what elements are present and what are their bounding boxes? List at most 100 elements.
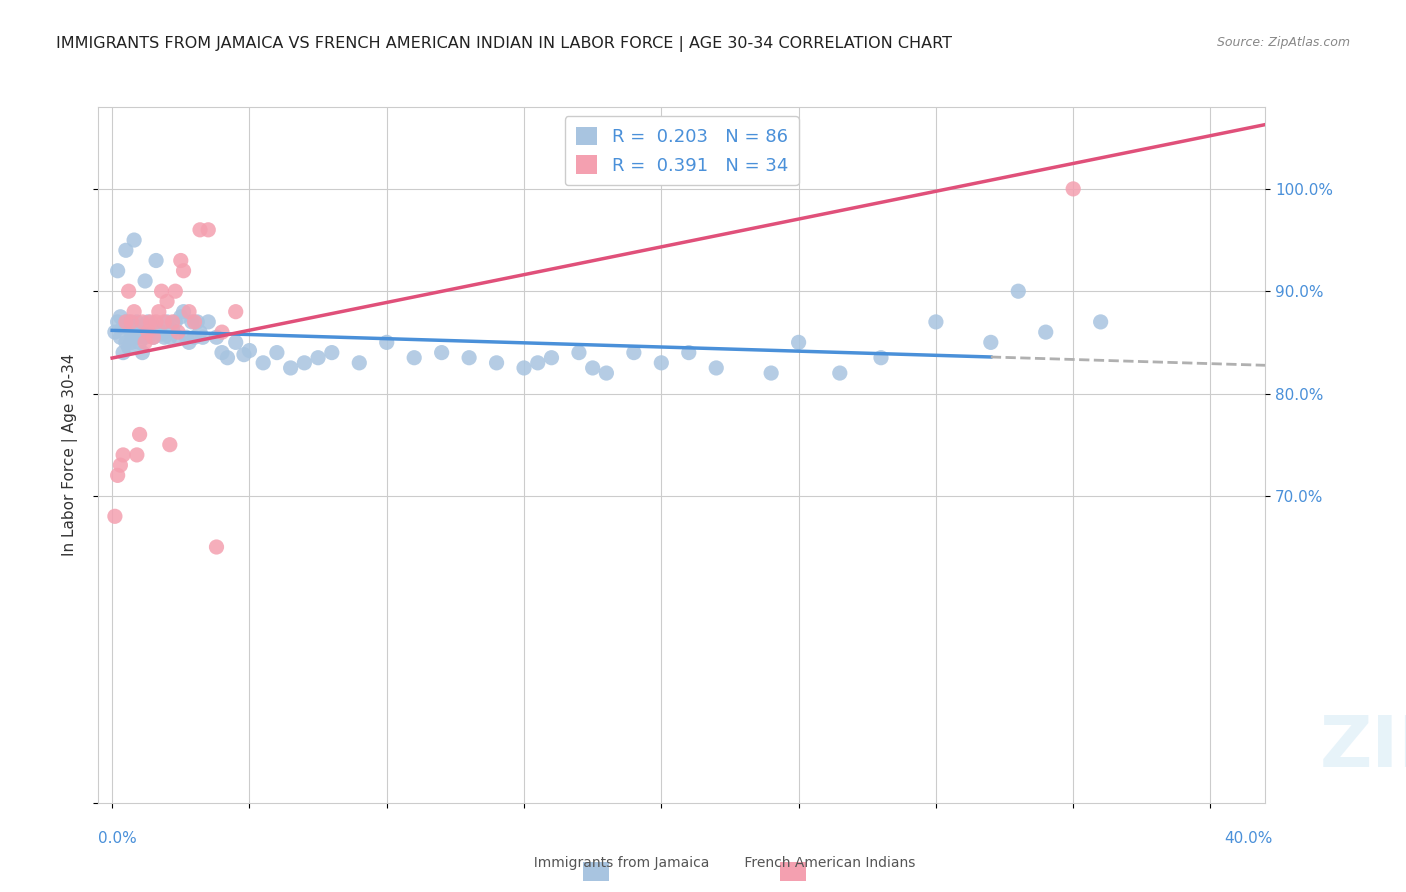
French American Indians [145, 315, 167, 329]
Text: ZIPatlas: ZIPatlas [1320, 714, 1406, 782]
Immigrants from Jamaica [134, 274, 156, 288]
Immigrants from Jamaica [177, 335, 200, 350]
Immigrants from Jamaica [104, 325, 127, 339]
French American Indians [139, 315, 162, 329]
Immigrants from Jamaica [115, 315, 138, 329]
French American Indians [148, 304, 170, 318]
Immigrants from Jamaica [167, 330, 190, 344]
French American Indians [134, 335, 156, 350]
French American Indians [225, 304, 247, 318]
French American Indians [1062, 182, 1084, 196]
Immigrants from Jamaica [174, 330, 197, 344]
Y-axis label: In Labor Force | Age 30-34: In Labor Force | Age 30-34 [62, 353, 77, 557]
Immigrants from Jamaica [191, 330, 214, 344]
Legend: R =  0.203   N = 86, R =  0.391   N = 34: R = 0.203 N = 86, R = 0.391 N = 34 [565, 116, 799, 186]
Immigrants from Jamaica [153, 330, 176, 344]
Immigrants from Jamaica [704, 361, 727, 376]
Immigrants from Jamaica [128, 335, 150, 350]
French American Indians [125, 448, 148, 462]
Immigrants from Jamaica [513, 361, 536, 376]
Immigrants from Jamaica [128, 320, 150, 334]
French American Indians [142, 330, 165, 344]
Immigrants from Jamaica [156, 315, 179, 329]
Immigrants from Jamaica [568, 345, 591, 359]
Immigrants from Jamaica [292, 356, 315, 370]
Immigrants from Jamaica [458, 351, 481, 365]
Immigrants from Jamaica [349, 356, 371, 370]
Immigrants from Jamaica [142, 330, 165, 344]
Immigrants from Jamaica [120, 325, 142, 339]
French American Indians [117, 284, 139, 298]
Immigrants from Jamaica [180, 315, 202, 329]
Immigrants from Jamaica [134, 330, 156, 344]
Immigrants from Jamaica [759, 366, 782, 380]
Immigrants from Jamaica [148, 323, 170, 337]
Immigrants from Jamaica [122, 323, 145, 337]
Immigrants from Jamaica [110, 330, 132, 344]
Immigrants from Jamaica [112, 345, 135, 359]
French American Indians [128, 427, 150, 442]
Immigrants from Jamaica [623, 345, 645, 359]
Immigrants from Jamaica [115, 244, 138, 258]
Immigrants from Jamaica [170, 310, 193, 324]
French American Indians [183, 315, 205, 329]
Immigrants from Jamaica [485, 356, 508, 370]
Immigrants from Jamaica [122, 327, 145, 342]
French American Indians [188, 223, 211, 237]
Immigrants from Jamaica [1090, 315, 1112, 329]
Immigrants from Jamaica [1035, 325, 1057, 339]
Immigrants from Jamaica [828, 366, 851, 380]
French American Indians [107, 468, 129, 483]
Immigrants from Jamaica [925, 315, 948, 329]
French American Indians [122, 304, 145, 318]
French American Indians [162, 315, 184, 329]
Immigrants from Jamaica [225, 335, 247, 350]
Immigrants from Jamaica [582, 361, 605, 376]
French American Indians [120, 315, 142, 329]
Immigrants from Jamaica [183, 330, 205, 344]
Immigrants from Jamaica [159, 330, 181, 344]
French American Indians [131, 315, 153, 329]
Immigrants from Jamaica [233, 348, 256, 362]
Immigrants from Jamaica [787, 335, 810, 350]
Immigrants from Jamaica [150, 327, 173, 342]
Immigrants from Jamaica [1007, 284, 1029, 298]
Immigrants from Jamaica [125, 330, 148, 344]
Immigrants from Jamaica [595, 366, 617, 380]
French American Indians [177, 304, 200, 318]
Immigrants from Jamaica [430, 345, 453, 359]
Immigrants from Jamaica [145, 253, 167, 268]
French American Indians [115, 315, 138, 329]
French American Indians [156, 294, 179, 309]
Immigrants from Jamaica [211, 345, 233, 359]
French American Indians [211, 325, 233, 339]
French American Indians [197, 223, 219, 237]
Immigrants from Jamaica [321, 345, 343, 359]
Immigrants from Jamaica [186, 315, 208, 329]
Immigrants from Jamaica [173, 304, 195, 318]
Immigrants from Jamaica [252, 356, 274, 370]
Immigrants from Jamaica [162, 323, 184, 337]
French American Indians [173, 264, 195, 278]
Immigrants from Jamaica [678, 345, 700, 359]
French American Indians [104, 509, 127, 524]
Immigrants from Jamaica [117, 341, 139, 355]
Immigrants from Jamaica [165, 315, 187, 329]
French American Indians [153, 315, 176, 329]
Immigrants from Jamaica [117, 315, 139, 329]
Immigrants from Jamaica [307, 351, 329, 365]
Immigrants from Jamaica [107, 315, 129, 329]
Immigrants from Jamaica [526, 356, 548, 370]
Immigrants from Jamaica [197, 315, 219, 329]
Immigrants from Jamaica [870, 351, 893, 365]
French American Indians [112, 448, 135, 462]
Immigrants from Jamaica [266, 345, 288, 359]
Text: Source: ZipAtlas.com: Source: ZipAtlas.com [1216, 36, 1350, 49]
Immigrants from Jamaica [375, 335, 398, 350]
Immigrants from Jamaica [145, 325, 167, 339]
Immigrants from Jamaica [145, 320, 167, 334]
Immigrants from Jamaica [110, 310, 132, 324]
French American Indians [170, 253, 193, 268]
French American Indians [110, 458, 132, 472]
Immigrants from Jamaica [217, 351, 239, 365]
